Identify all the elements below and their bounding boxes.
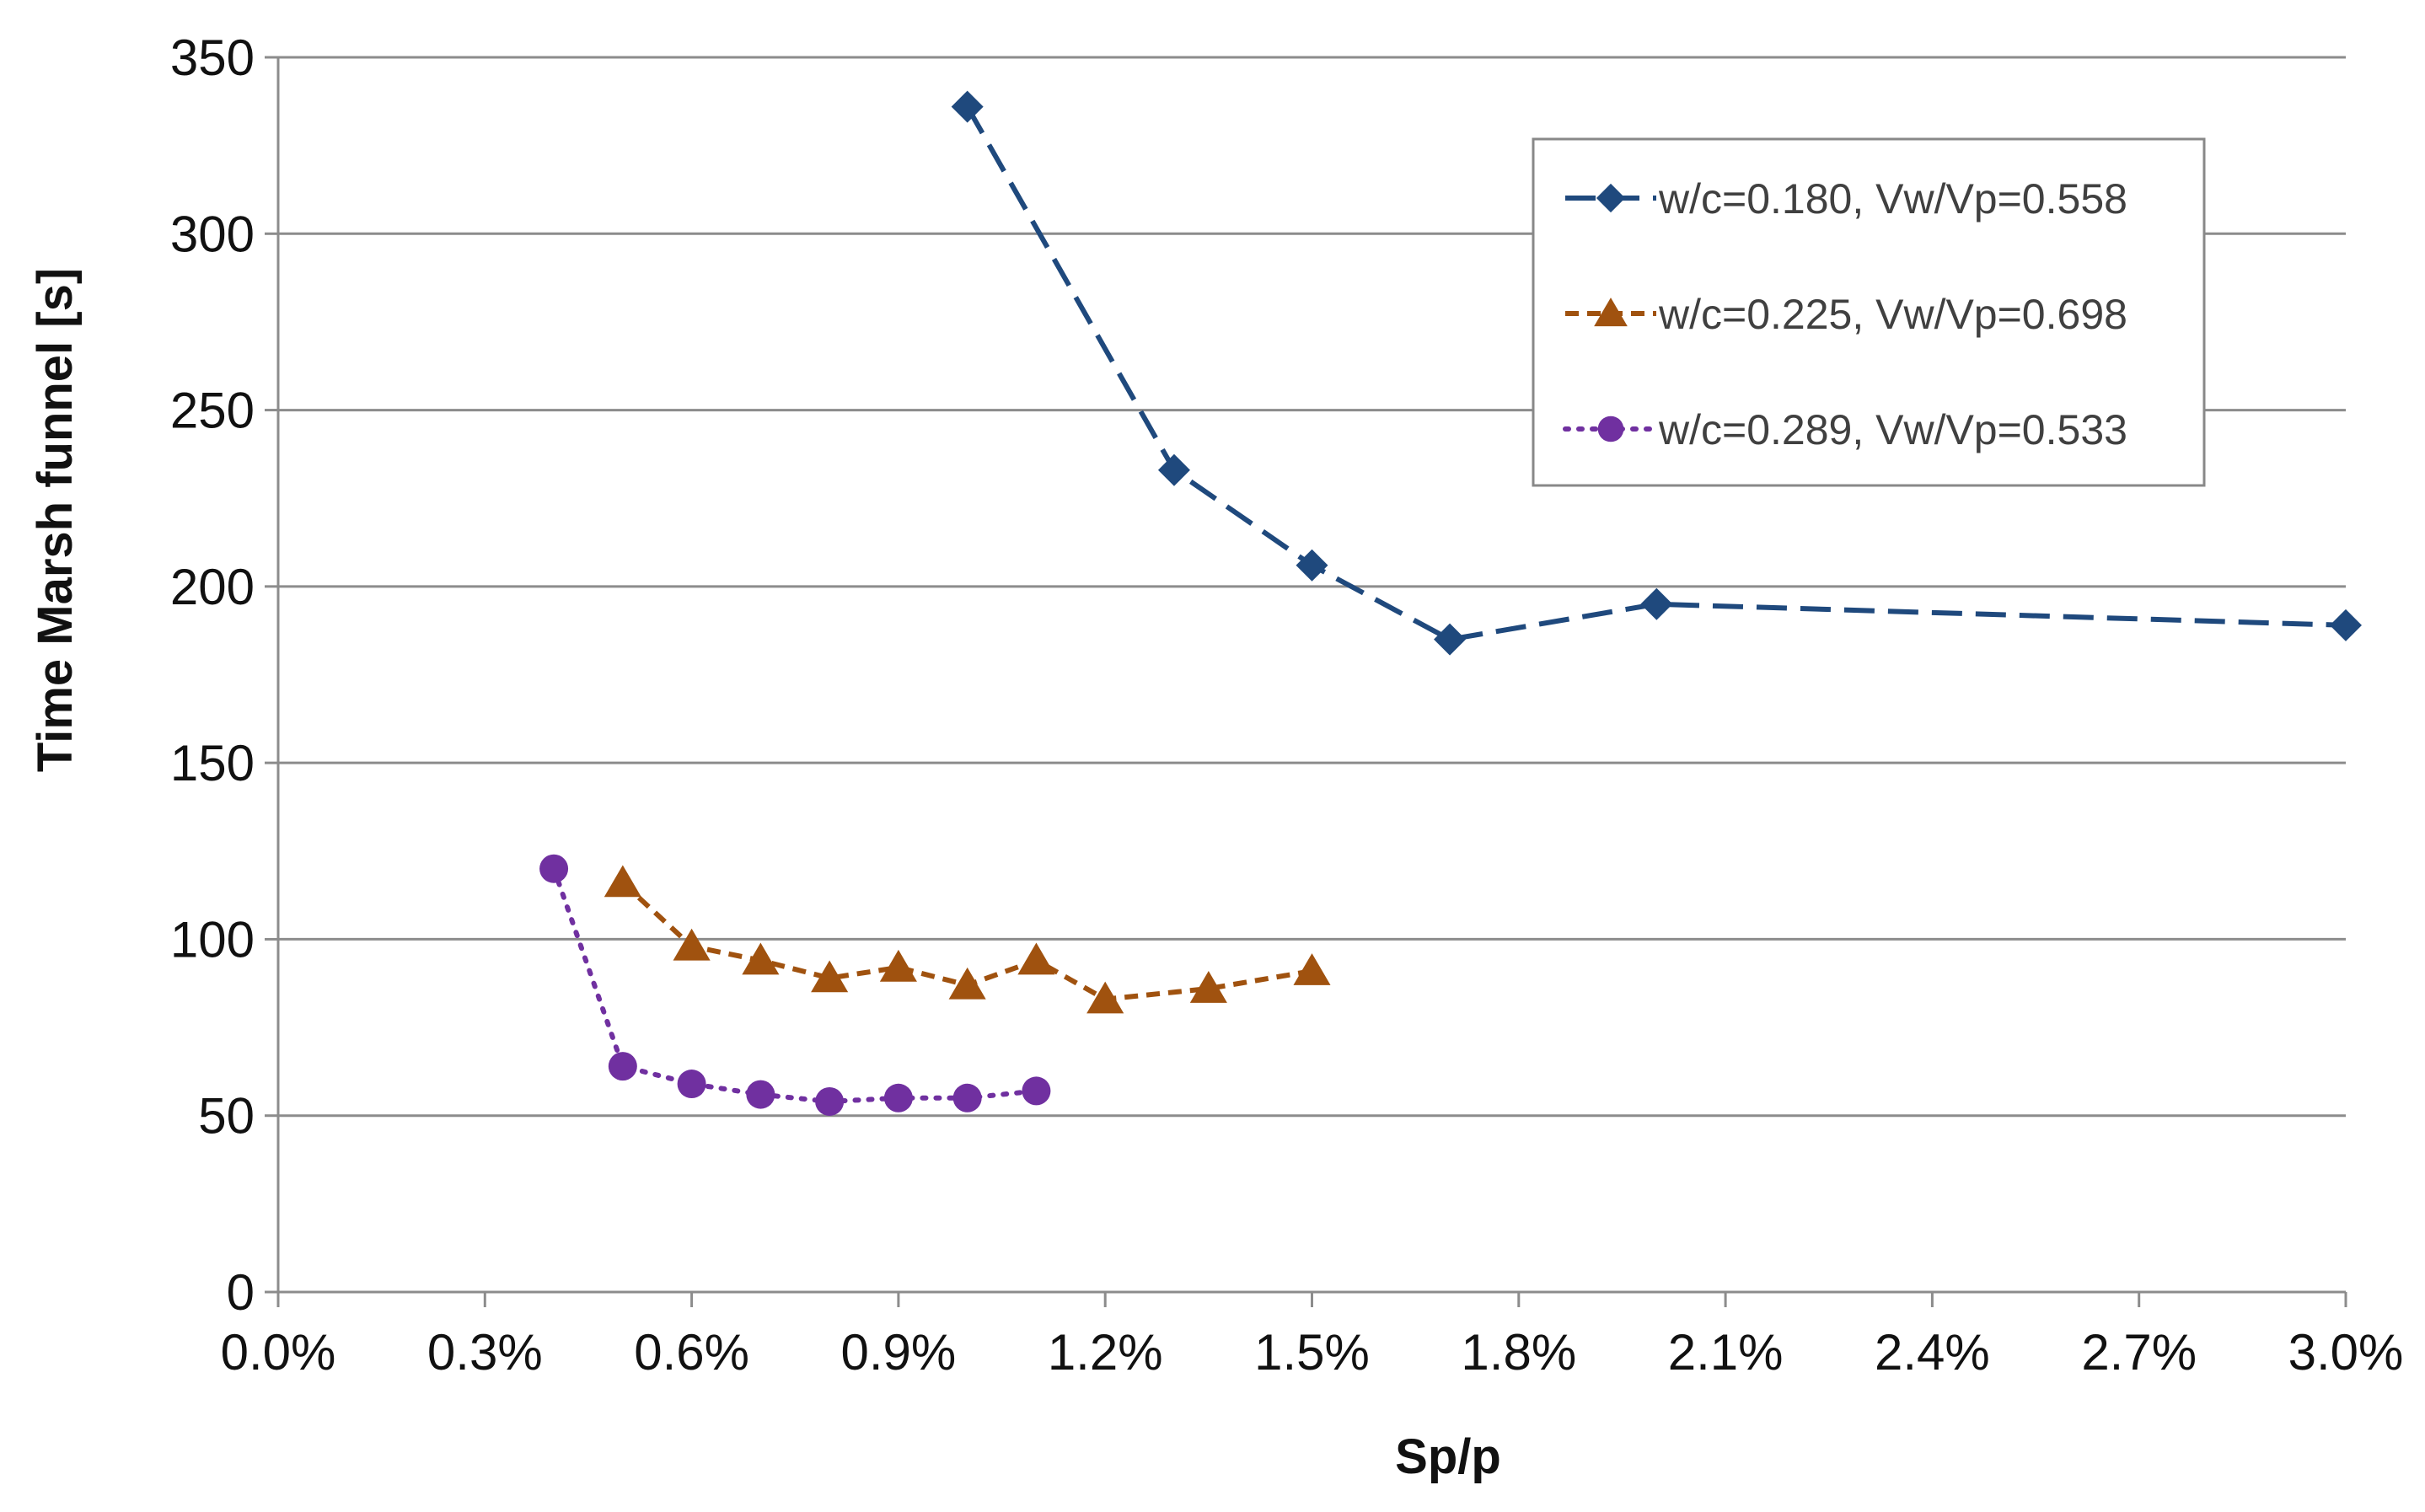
series-3-point-3	[677, 1070, 706, 1099]
series-2-point-6	[948, 967, 986, 1000]
legend-marker-3	[1597, 416, 1624, 442]
x-tick-label-1: 0.3%	[427, 1324, 543, 1381]
series-2-point-8	[1086, 981, 1124, 1014]
y-tick-label-300: 300	[170, 206, 255, 262]
series-2-point-5	[879, 949, 917, 982]
legend-marker-1	[1596, 183, 1626, 213]
x-tick-label-9: 2.7%	[2081, 1324, 2197, 1381]
y-tick-label-200: 200	[170, 559, 255, 615]
series-3-point-6	[883, 1083, 913, 1113]
series-1-point-6	[2330, 609, 2362, 641]
legend-label-3: w/c=0.289, Vw/Vp=0.533	[1658, 406, 2127, 453]
series-3-point-5	[815, 1086, 845, 1116]
series-1	[951, 90, 2362, 656]
series-layer	[539, 90, 2362, 1116]
series-2-point-2	[673, 928, 711, 961]
x-tick-label-4: 1.2%	[1048, 1324, 1163, 1381]
series-1-point-2	[1157, 453, 1190, 486]
y-tick-label-100: 100	[170, 911, 255, 968]
series-3-point-7	[952, 1083, 982, 1113]
x-tick-label-0: 0.0%	[221, 1324, 336, 1381]
legend: w/c=0.180, Vw/Vp=0.558 w/c=0.225, Vw/Vp=0…	[1532, 137, 2206, 487]
series-3-point-4	[746, 1080, 775, 1109]
series-3-point-2	[608, 1052, 637, 1081]
legend-label-2: w/c=0.225, Vw/Vp=0.698	[1658, 291, 2127, 338]
legend-marker-2	[1594, 298, 1628, 327]
legend-label-1: w/c=0.180, Vw/Vp=0.558	[1658, 175, 2127, 223]
x-tick-label-5: 1.5%	[1254, 1324, 1370, 1381]
series-1-point-5	[1640, 587, 1673, 620]
x-tick-label-6: 1.8%	[1461, 1324, 1576, 1381]
y-tick-label-250: 250	[170, 383, 255, 439]
series-3-point-8	[1022, 1076, 1051, 1106]
series-2-point-3	[742, 942, 780, 975]
x-tick-label-7: 2.1%	[1668, 1324, 1784, 1381]
series-2-point-4	[811, 960, 849, 993]
series-1-point-1	[951, 90, 984, 123]
series-2-point-1	[604, 865, 641, 898]
series-3-point-1	[539, 854, 569, 883]
y-axis-ticks: 0 50 100 150 200 250 300 350	[170, 29, 278, 1321]
series-1-line	[965, 105, 2347, 642]
series-1-point-4	[1434, 623, 1467, 656]
series-1-point-3	[1296, 549, 1328, 582]
x-tick-label-2: 0.6%	[634, 1324, 749, 1381]
series-2-point-7	[1017, 942, 1055, 975]
y-tick-label-350: 350	[170, 29, 255, 86]
series-2-point-9	[1189, 971, 1227, 1003]
y-tick-label-50: 50	[198, 1088, 255, 1145]
series-2-line	[620, 881, 1313, 1002]
series-2-point-10	[1293, 953, 1331, 985]
series-2	[604, 865, 1331, 1014]
y-tick-label-150: 150	[170, 735, 255, 791]
x-tick-label-8: 2.4%	[1875, 1324, 1990, 1381]
x-tick-label-10: 3.0%	[2288, 1324, 2404, 1381]
y-axis-title: Time Marsh funnel [s]	[28, 268, 83, 772]
y-tick-label-0: 0	[227, 1264, 255, 1321]
x-axis-title: Sp/p	[1395, 1429, 1501, 1484]
series-3	[539, 854, 1051, 1116]
x-tick-label-3: 0.9%	[841, 1324, 957, 1381]
x-axis-ticks: 0.0% 0.3% 0.6% 0.9% 1.2% 1.5% 1.8% 2.1% 2.4% 2.7%…	[221, 1292, 2404, 1381]
